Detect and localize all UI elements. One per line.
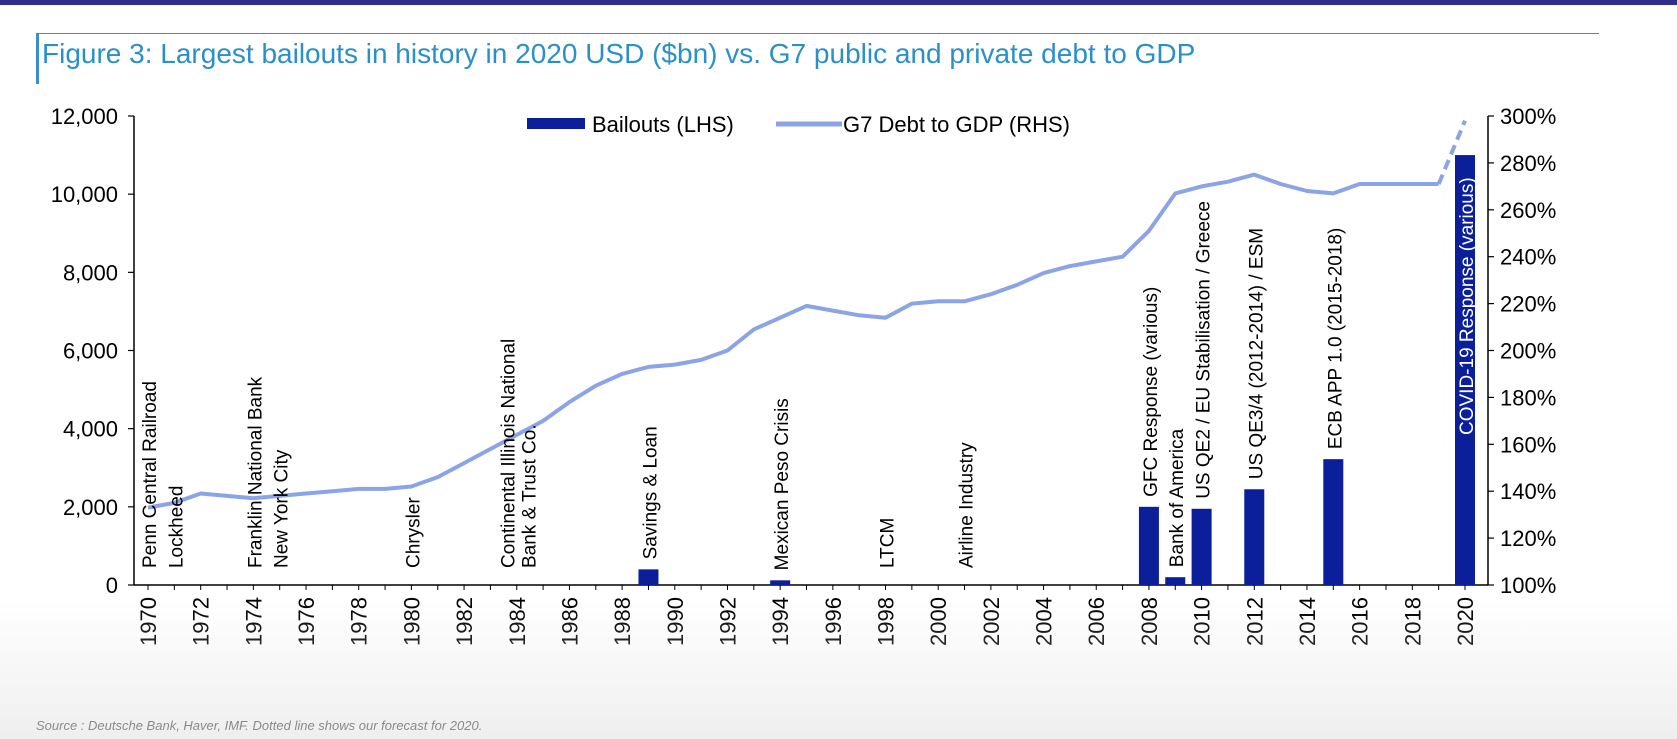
y2-tick-label: 200% <box>1500 339 1556 364</box>
x-tick-label: 1990 <box>663 597 688 646</box>
bailout-bar <box>1191 508 1212 585</box>
bailout-label: Chrysler <box>403 497 424 568</box>
figure-title: Figure 3: Largest bailouts in history in… <box>42 38 1196 69</box>
y2-tick-label: 280% <box>1500 151 1556 176</box>
x-tick-label: 2000 <box>926 597 951 646</box>
x-tick-label: 2010 <box>1190 597 1215 646</box>
bailout-bar <box>1455 155 1475 586</box>
bailout-bar <box>1165 577 1186 585</box>
x-tick-label: 2002 <box>979 597 1004 646</box>
bailout-label: ECB APP 1.0 (2015-2018) <box>1325 228 1346 449</box>
y-tick-label: 4,000 <box>63 417 118 442</box>
bailout-label: Lockheed <box>166 486 187 568</box>
y-tick-label: 6,000 <box>63 339 118 364</box>
x-tick-label: 1976 <box>294 597 319 646</box>
bailout-bar <box>1244 489 1265 585</box>
legend-bar-label: Bailouts (LHS) <box>592 112 734 137</box>
bailout-label: Continental Illinois National <box>498 339 519 568</box>
x-tick-label: 1982 <box>452 597 477 646</box>
bailout-label: Bank & Trust Co. <box>519 424 540 568</box>
bailout-label: US QE2 / EU Stabilisation / Greece <box>1194 201 1215 499</box>
bailout-label: New York City <box>272 449 293 568</box>
y-tick-label: 10,000 <box>51 182 118 207</box>
y2-tick-label: 160% <box>1500 432 1556 457</box>
legend-line-label: G7 Debt to GDP (RHS) <box>843 112 1070 137</box>
y-tick-label: 8,000 <box>63 260 118 285</box>
y2-tick-label: 140% <box>1500 479 1556 504</box>
bailout-label: Airline Industry <box>957 442 978 568</box>
bailout-bar <box>638 569 659 585</box>
bailout-label: Mexican Peso Crisis <box>772 398 793 570</box>
x-tick-label: 1974 <box>241 597 266 646</box>
bailout-bars <box>638 155 1475 586</box>
x-tick-label: 1984 <box>505 597 530 646</box>
x-tick-label: 2008 <box>1137 597 1162 646</box>
x-tick-label: 1972 <box>189 597 214 646</box>
y2-tick-label: 120% <box>1500 526 1556 551</box>
x-tick-label: 2006 <box>1084 597 1109 646</box>
bailout-bar <box>1138 506 1159 585</box>
y2-tick-label: 100% <box>1500 573 1556 598</box>
bailout-label: LTCM <box>878 518 899 568</box>
y2-tick-label: 180% <box>1500 385 1556 410</box>
x-tick-label: 1988 <box>610 597 635 646</box>
title-frame <box>36 33 1599 84</box>
x-tick-label: 1970 <box>136 597 161 646</box>
x-tick-label: 2014 <box>1295 597 1320 646</box>
bailout-label: Bank of America <box>1167 428 1188 567</box>
x-tick-label: 2012 <box>1242 597 1267 646</box>
legend: Bailouts (LHS) G7 Debt to GDP (RHS) <box>527 112 1070 137</box>
bailout-label: Savings & Loan <box>640 426 661 559</box>
x-tick-label: 1980 <box>399 597 424 646</box>
x-tick-label: 2018 <box>1400 597 1425 646</box>
y2-tick-label: 260% <box>1500 198 1556 223</box>
x-tick-label: 1978 <box>347 597 372 646</box>
x-tick-label: 1996 <box>821 597 846 646</box>
bailout-bar <box>1323 459 1344 585</box>
bailout-label: GFC Response (various) <box>1141 287 1162 497</box>
y-tick-label: 2,000 <box>63 495 118 520</box>
debt-line <box>147 119 1467 510</box>
y-tick-label: 12,000 <box>51 104 118 129</box>
x-tick-label: 2016 <box>1348 597 1373 646</box>
y2-tick-label: 240% <box>1500 245 1556 270</box>
x-tick-label: 1998 <box>874 597 899 646</box>
bailout-labels: Penn Central Railroad Lockheed Franklin Na… <box>140 177 1478 570</box>
bailout-label: COVID-19 Response (various) <box>1457 177 1478 435</box>
top-rule <box>0 0 1677 5</box>
y2-tick-label: 300% <box>1500 104 1556 129</box>
debt-to-gdp-line <box>147 172 1439 510</box>
x-tick-label: 1992 <box>715 597 740 646</box>
bailout-bar <box>770 580 791 585</box>
bailout-label: Franklin National Bank <box>245 376 266 568</box>
x-tick-label: 1986 <box>557 597 582 646</box>
source-note: Source : Deutsche Bank, Haver, IMF. Dott… <box>36 718 483 733</box>
y2-tick-label: 220% <box>1500 292 1556 317</box>
x-tick-label: 1994 <box>768 597 793 646</box>
y-tick-label: 0 <box>106 573 118 598</box>
forecast-line <box>1436 119 1467 185</box>
x-tick-label: 2004 <box>1032 597 1057 646</box>
bailout-label: Penn Central Railroad <box>140 381 161 568</box>
legend-bar-swatch <box>527 118 585 129</box>
x-tick-label: 2020 <box>1453 597 1478 646</box>
bailout-label: US QE3/4 (2012-2014) / ESM <box>1246 228 1267 479</box>
